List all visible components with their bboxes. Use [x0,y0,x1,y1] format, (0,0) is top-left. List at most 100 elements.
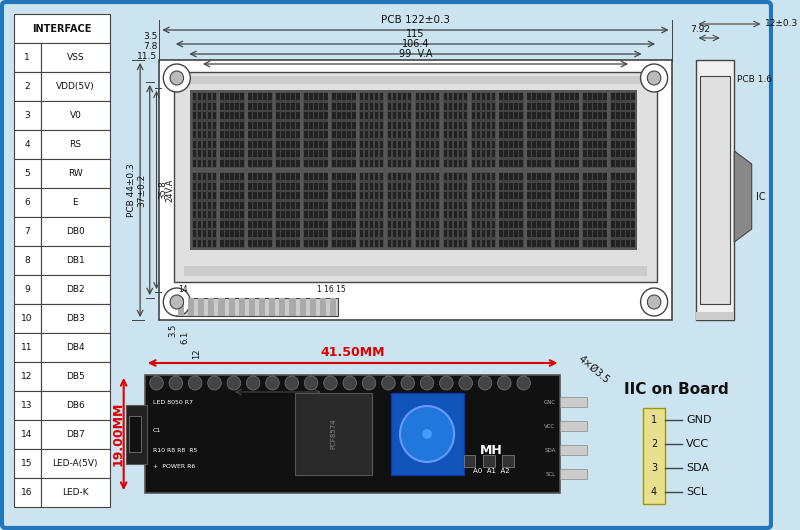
Bar [519,122,523,129]
Bar [193,231,196,237]
Bar [598,231,602,237]
Bar [403,173,406,180]
Bar [430,151,434,157]
Bar [258,202,262,209]
Bar [268,192,272,199]
Bar [505,202,508,209]
Bar [532,240,536,246]
Bar [566,93,569,100]
Bar [375,112,378,119]
Bar [380,240,383,246]
Bar [296,202,300,209]
Text: 41.50MM: 41.50MM [321,346,385,359]
Bar [555,202,558,209]
Bar [291,141,294,147]
Bar [324,141,328,147]
Text: IC: IC [755,191,765,201]
Bar [588,103,592,110]
Text: 35.8: 35.8 [158,181,167,199]
Bar [304,160,308,166]
Text: 115: 115 [406,29,425,39]
Bar [193,183,196,190]
Bar [342,103,346,110]
Bar [626,192,630,199]
Bar [388,141,391,147]
Bar [258,173,262,180]
Bar [241,231,244,237]
Bar [486,231,490,237]
Bar [486,192,490,199]
Bar [202,221,206,227]
Bar [241,151,244,157]
Bar [611,93,614,100]
Bar [566,183,569,190]
Bar [296,240,300,246]
Bar [416,103,419,110]
Bar [454,173,457,180]
Bar [458,221,462,227]
Text: 11: 11 [210,377,222,386]
Bar [443,172,468,248]
Bar [309,221,313,227]
Bar [408,122,411,129]
Bar [486,202,490,209]
Bar [458,103,462,110]
Bar [621,122,625,129]
Bar [631,183,634,190]
Bar [342,183,346,190]
Bar [626,221,630,227]
Bar [176,298,338,316]
Bar [430,211,434,218]
Bar [324,211,328,218]
Bar [309,93,313,100]
Bar [238,298,245,316]
Bar [421,221,424,227]
Bar [464,211,467,218]
Bar [370,103,374,110]
Bar [226,231,229,237]
Bar [286,151,290,157]
Bar [309,103,313,110]
Bar [471,112,475,119]
Bar [696,60,734,320]
Bar [593,151,597,157]
Bar [314,183,318,190]
Bar [380,202,383,209]
Bar [213,122,216,129]
Bar [309,240,313,246]
Bar [538,202,541,209]
Bar [603,151,606,157]
Bar [220,172,245,248]
Bar [337,221,341,227]
Bar [588,231,592,237]
Bar [482,112,485,119]
Bar [486,183,490,190]
Text: DB5: DB5 [66,372,85,381]
Bar [542,231,546,237]
Bar [14,246,41,275]
Bar [416,122,419,129]
Bar [304,103,308,110]
Bar [342,151,346,157]
Bar [560,173,564,180]
Bar [593,103,597,110]
Bar [527,231,531,237]
Bar [365,231,369,237]
Bar [532,231,536,237]
Bar [263,160,267,166]
Bar [314,151,318,157]
Bar [388,211,391,218]
Bar [393,93,396,100]
Bar [347,141,350,147]
Bar [393,202,396,209]
Bar [436,93,439,100]
Bar [309,112,313,119]
Bar [352,93,355,100]
Bar [482,221,485,227]
Bar [398,173,402,180]
Bar [631,160,634,166]
Bar [370,173,374,180]
Bar [514,112,518,119]
Bar [347,221,350,227]
Bar [258,141,262,147]
